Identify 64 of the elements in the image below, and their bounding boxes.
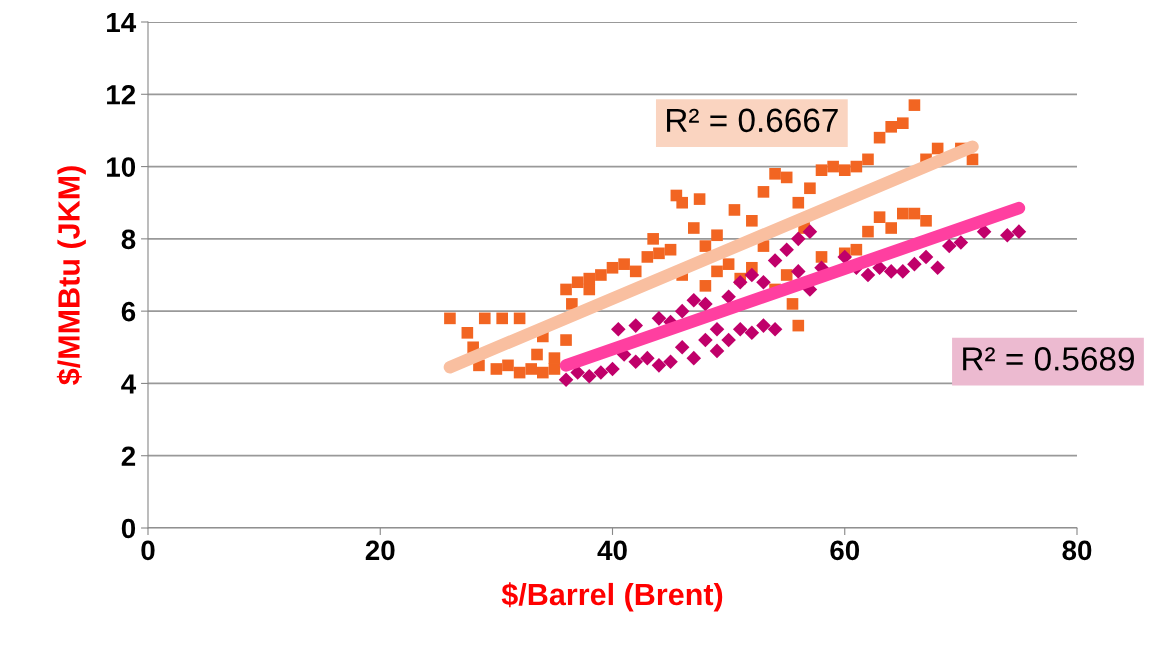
point xyxy=(570,365,585,380)
x-axis-title: $/Barrel (Brent) xyxy=(501,582,723,612)
point xyxy=(721,332,736,348)
point xyxy=(791,231,806,247)
point xyxy=(709,343,725,359)
point xyxy=(767,321,783,337)
point xyxy=(686,293,702,308)
y-tick-label: 14 xyxy=(107,12,137,33)
point xyxy=(1000,227,1015,243)
point xyxy=(686,350,702,366)
point xyxy=(558,372,574,388)
point xyxy=(976,224,992,239)
point xyxy=(709,321,725,337)
point xyxy=(791,264,806,279)
y-tick-label: 4 xyxy=(121,374,137,394)
point xyxy=(860,267,876,283)
annotation: R² = 0.6667 xyxy=(667,108,838,133)
point xyxy=(953,235,969,250)
point xyxy=(674,303,690,319)
x-tick-label: 60 xyxy=(830,540,860,561)
x-tick-label: 20 xyxy=(365,540,395,561)
point xyxy=(744,267,760,283)
point xyxy=(883,264,899,279)
point xyxy=(605,361,620,377)
point xyxy=(611,321,626,337)
point xyxy=(651,311,667,326)
point xyxy=(744,325,760,341)
point xyxy=(907,256,922,272)
y-tick-label: 6 xyxy=(121,301,136,322)
point xyxy=(930,260,945,276)
y-axis-title: $/MMBtu (JKM) xyxy=(56,166,86,385)
point xyxy=(651,358,667,373)
point xyxy=(756,318,771,333)
point xyxy=(628,354,644,370)
point xyxy=(732,274,748,290)
y-tick-label: 2 xyxy=(121,446,136,466)
point xyxy=(802,224,818,239)
x-tick-label: 80 xyxy=(1062,540,1092,561)
point xyxy=(593,365,609,380)
point xyxy=(698,296,713,312)
point xyxy=(628,318,644,333)
point xyxy=(663,354,678,370)
point xyxy=(698,332,713,348)
point xyxy=(1011,224,1027,239)
point xyxy=(895,264,911,279)
point xyxy=(837,249,853,265)
point xyxy=(721,289,736,304)
point xyxy=(941,238,957,254)
y-tick-label: 10 xyxy=(107,157,136,177)
y-tick-label: 8 xyxy=(121,229,136,250)
y-tick-label: 0 xyxy=(121,518,136,539)
y-tick-label: 12 xyxy=(107,84,136,105)
point xyxy=(779,242,794,257)
x-tick-label: 40 xyxy=(597,540,627,561)
annotation: R² = 0.5689 xyxy=(963,347,1134,371)
point xyxy=(872,260,887,276)
x-tick-label: 0 xyxy=(141,540,155,561)
point xyxy=(581,368,597,384)
point xyxy=(918,249,934,265)
point xyxy=(756,274,771,290)
point xyxy=(640,350,655,366)
point xyxy=(732,321,748,337)
point xyxy=(674,340,690,355)
point xyxy=(767,253,783,268)
